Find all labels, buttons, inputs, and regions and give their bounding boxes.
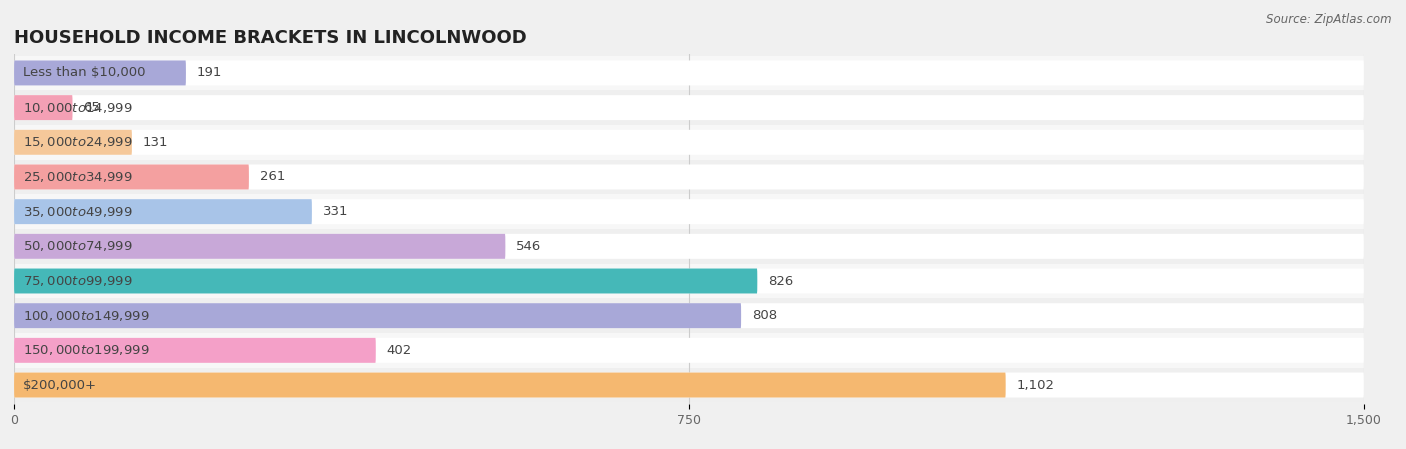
FancyBboxPatch shape (14, 194, 1364, 229)
FancyBboxPatch shape (14, 95, 73, 120)
Text: 808: 808 (752, 309, 778, 322)
Text: 191: 191 (197, 66, 222, 79)
Text: $15,000 to $24,999: $15,000 to $24,999 (22, 135, 132, 150)
FancyBboxPatch shape (14, 373, 1005, 397)
Text: Less than $10,000: Less than $10,000 (22, 66, 146, 79)
FancyBboxPatch shape (14, 264, 1364, 298)
Text: 826: 826 (768, 274, 793, 287)
FancyBboxPatch shape (14, 338, 1364, 363)
FancyBboxPatch shape (14, 160, 1364, 194)
FancyBboxPatch shape (14, 229, 1364, 264)
Text: 1,102: 1,102 (1017, 379, 1054, 392)
FancyBboxPatch shape (14, 61, 186, 85)
Text: $100,000 to $149,999: $100,000 to $149,999 (22, 308, 149, 323)
FancyBboxPatch shape (14, 199, 1364, 224)
FancyBboxPatch shape (14, 303, 741, 328)
FancyBboxPatch shape (14, 269, 1364, 294)
FancyBboxPatch shape (14, 130, 132, 155)
Text: 65: 65 (83, 101, 100, 114)
FancyBboxPatch shape (14, 95, 1364, 120)
Text: Source: ZipAtlas.com: Source: ZipAtlas.com (1267, 13, 1392, 26)
FancyBboxPatch shape (14, 269, 758, 294)
Text: $10,000 to $14,999: $10,000 to $14,999 (22, 101, 132, 114)
FancyBboxPatch shape (14, 373, 1364, 397)
Text: $150,000 to $199,999: $150,000 to $199,999 (22, 343, 149, 357)
Text: HOUSEHOLD INCOME BRACKETS IN LINCOLNWOOD: HOUSEHOLD INCOME BRACKETS IN LINCOLNWOOD (14, 29, 527, 47)
FancyBboxPatch shape (14, 125, 1364, 160)
FancyBboxPatch shape (14, 368, 1364, 402)
FancyBboxPatch shape (14, 90, 1364, 125)
FancyBboxPatch shape (14, 164, 1364, 189)
Text: 131: 131 (143, 136, 169, 149)
FancyBboxPatch shape (14, 234, 1364, 259)
Text: $50,000 to $74,999: $50,000 to $74,999 (22, 239, 132, 253)
Text: $75,000 to $99,999: $75,000 to $99,999 (22, 274, 132, 288)
FancyBboxPatch shape (14, 303, 1364, 328)
Text: $35,000 to $49,999: $35,000 to $49,999 (22, 205, 132, 219)
FancyBboxPatch shape (14, 338, 375, 363)
FancyBboxPatch shape (14, 56, 1364, 90)
Text: $200,000+: $200,000+ (22, 379, 97, 392)
FancyBboxPatch shape (14, 333, 1364, 368)
FancyBboxPatch shape (14, 61, 1364, 85)
Text: 402: 402 (387, 344, 412, 357)
FancyBboxPatch shape (14, 164, 249, 189)
Text: 261: 261 (260, 171, 285, 184)
Text: 331: 331 (323, 205, 349, 218)
FancyBboxPatch shape (14, 199, 312, 224)
Text: $25,000 to $34,999: $25,000 to $34,999 (22, 170, 132, 184)
FancyBboxPatch shape (14, 130, 1364, 155)
FancyBboxPatch shape (14, 298, 1364, 333)
Text: 546: 546 (516, 240, 541, 253)
FancyBboxPatch shape (14, 234, 505, 259)
